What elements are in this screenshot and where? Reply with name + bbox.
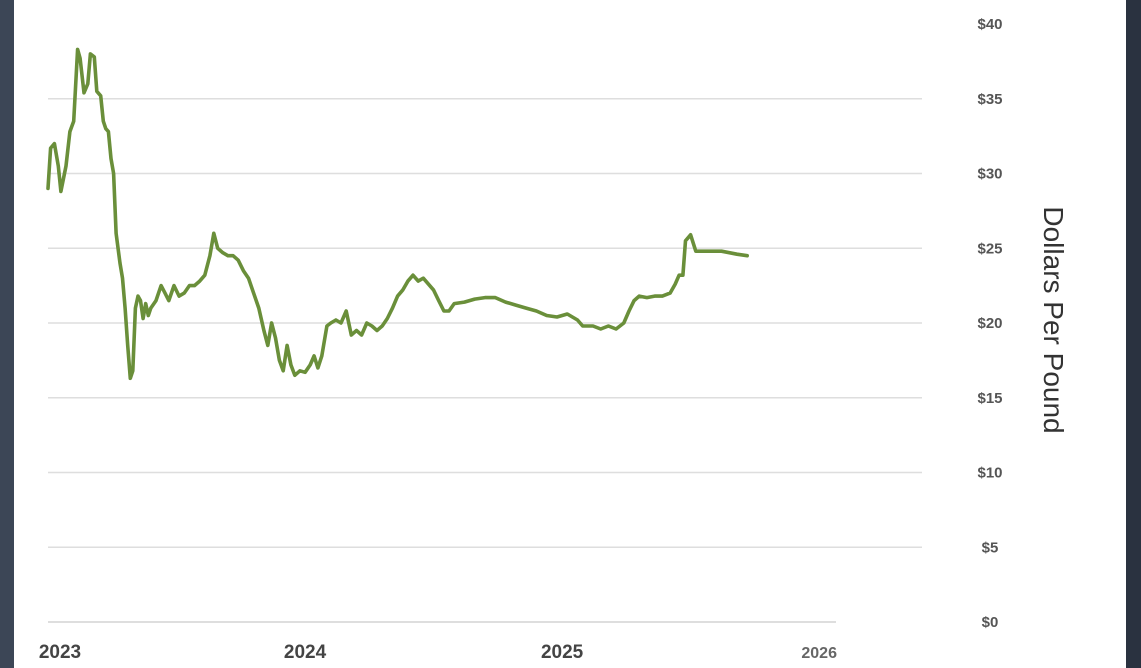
y-tick-label: $20 — [977, 315, 1002, 332]
y-tick-label: $0 — [982, 614, 999, 631]
y-tick-label: $25 — [977, 240, 1002, 257]
x-tick-label: 2025 — [541, 642, 584, 663]
x-tick-label: 2026 — [801, 645, 837, 662]
chart-panel: $0 $5 $10 $15 $20 $25 $30 $35 $40 2023 2024 2025 20… — [14, 0, 1126, 668]
y-tick-label: $30 — [977, 166, 1002, 183]
gridlines — [48, 98, 922, 623]
y-axis-ticks: $0 $5 $10 $15 $20 $25 $30 $35 $40 — [977, 16, 1002, 631]
y-tick-label: $10 — [977, 465, 1002, 482]
y-tick-label: $35 — [977, 91, 1002, 108]
x-tick-label: 2024 — [284, 642, 327, 663]
series-layer — [46, 47, 749, 381]
y-axis-label: Dollars Per Pound — [1038, 206, 1069, 433]
x-tick-label: 2023 — [39, 642, 81, 663]
y-tick-label: $5 — [982, 539, 999, 556]
line-chart: $0$5$10$15$20$25$30$35$40 2023 2024 2025 20… — [39, 16, 1069, 663]
x-axis-ticks: 2023 2024 2025 2026 — [39, 642, 837, 663]
series-line — [46, 47, 749, 381]
y-tick-label: $15 — [977, 390, 1002, 407]
y-tick-label: $40 — [977, 16, 1002, 33]
